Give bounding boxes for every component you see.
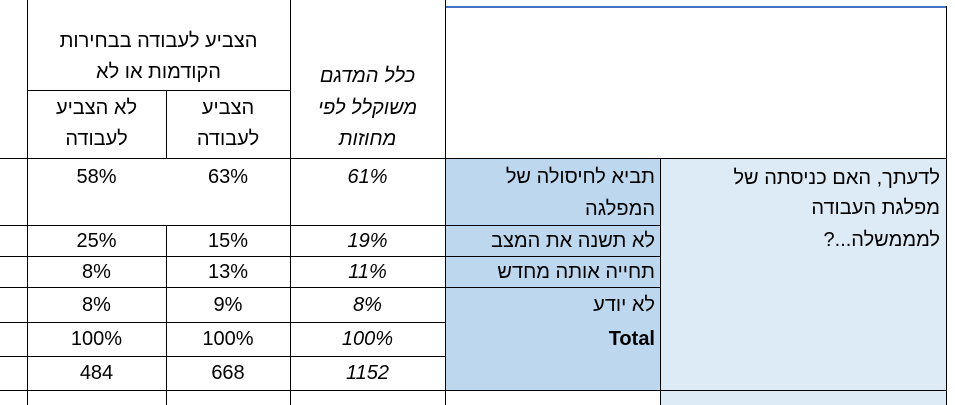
col-header-voted: הצביע (201, 97, 255, 119)
grid-line (0, 256, 660, 257)
not-voted-value: 25% (76, 230, 117, 252)
grid-line (290, 0, 291, 405)
answer-label: לא תשנה את המצב (491, 230, 655, 252)
voted-value: 13% (207, 261, 249, 283)
answer-label: לא יודע (593, 294, 655, 316)
question-text: למממשלה...? (823, 229, 940, 251)
grid-line (0, 287, 660, 288)
col-header-total: מחוזות (338, 128, 397, 150)
col-header-total: משוקלל לפי (317, 97, 418, 119)
grid-line (27, 90, 290, 91)
not-voted-value: 8% (82, 261, 111, 283)
grid-line (445, 0, 446, 405)
voted-count: 668 (211, 362, 245, 384)
blank-header-fill (445, 6, 947, 158)
total-value: 8% (353, 294, 382, 316)
not-voted-count: 484 (79, 362, 114, 384)
answer-label: תביא לחיסולה של (505, 166, 655, 188)
grid-line (946, 6, 947, 405)
voted-value: 15% (207, 230, 249, 252)
total-row-label: Total (608, 328, 655, 350)
total-value: 100% (341, 328, 394, 350)
question-text: מפלגת העבודה (811, 197, 940, 219)
question-cell-fill (660, 158, 947, 405)
col-header-not-voted: לעבודה (65, 128, 128, 150)
total-value: 11% (348, 261, 387, 283)
grid-line (0, 225, 660, 226)
group-title-line: הקודמות או לא (96, 61, 221, 83)
grid-line (660, 158, 661, 405)
grid-line (166, 90, 167, 158)
grid-line (0, 158, 947, 159)
grid-line (27, 0, 28, 405)
grid-line (166, 225, 167, 405)
not-voted-value: 100% (70, 328, 123, 350)
grid-line (0, 322, 445, 323)
top-border (445, 6, 947, 8)
group-title-line: הצביע לעבודה בבחירות (59, 30, 258, 52)
grid-line (0, 356, 445, 357)
col-header-voted: לעבודה (196, 128, 260, 150)
total-value: 19% (347, 230, 388, 252)
col-header-total: כלל המדגם (319, 65, 416, 87)
voted-value: 9% (213, 294, 243, 316)
answer-label: תחייה אותה מחדש (497, 261, 655, 283)
question-text: לדעתך, האם כניסתה של (733, 167, 940, 189)
voted-value: 63% (207, 166, 249, 188)
total-count: 1152 (345, 362, 389, 384)
not-voted-value: 8% (82, 294, 111, 316)
not-voted-value: 58% (76, 166, 117, 188)
col-header-not-voted: לא הצביע (55, 97, 138, 119)
voted-value: 100% (202, 328, 254, 350)
total-value: 61% (347, 166, 388, 188)
grid-line (0, 390, 947, 391)
answer-label: המפלגה (585, 198, 655, 220)
answer-labels-fill (445, 158, 660, 390)
